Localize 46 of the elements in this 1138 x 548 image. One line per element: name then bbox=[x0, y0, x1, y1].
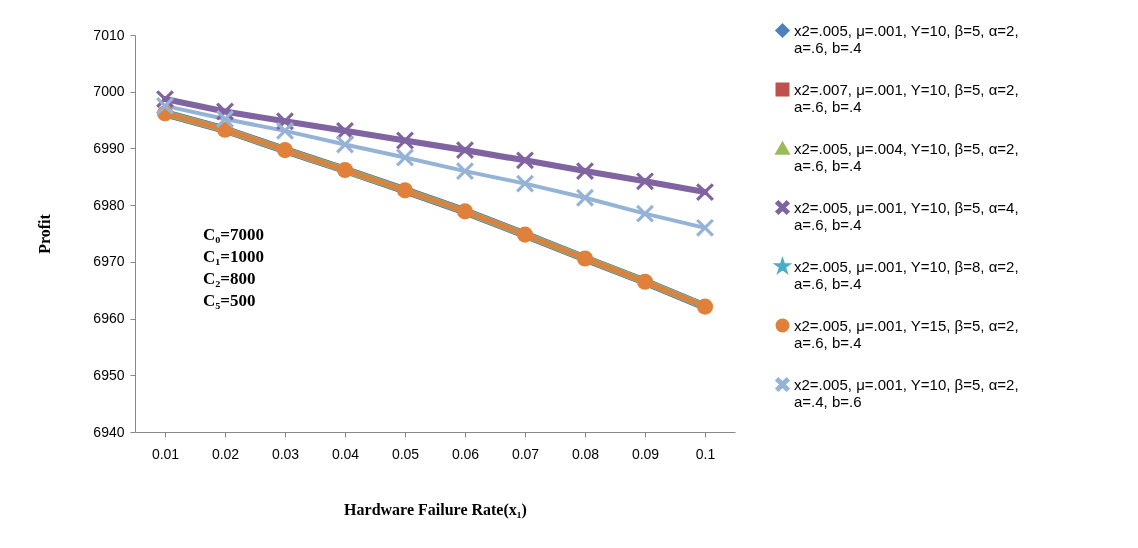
annotation: C₁=1000 bbox=[203, 247, 265, 266]
x-tick-label: 0.06 bbox=[451, 445, 480, 462]
y-tick-label: 6950 bbox=[93, 366, 125, 383]
y-tick-label: 6970 bbox=[93, 253, 125, 270]
legend-label: x2=.005, μ=.004, Υ=10, β=5, α=2, a=.6, b=.4 bbox=[794, 139, 1019, 174]
point bbox=[636, 204, 654, 223]
x-tick-label: 0.01 bbox=[151, 445, 180, 462]
legend-label: x2=.005, μ=.001, Υ=10, β=5, α=4, a=.6, b=.4 bbox=[794, 198, 1019, 233]
point bbox=[696, 183, 714, 202]
legend-label: x2=.007, μ=.001, Υ=10, β=5, α=2, a=.6, b=.4 bbox=[794, 80, 1019, 115]
point bbox=[336, 135, 354, 154]
annotation: C₀=7000 bbox=[203, 225, 265, 244]
point bbox=[276, 121, 294, 140]
point bbox=[516, 151, 534, 170]
point bbox=[516, 174, 534, 193]
point bbox=[216, 109, 234, 128]
legend-label: x2=.005, μ=.001, Υ=10, β=5, α=2, a=.4, b=.6 bbox=[794, 375, 1019, 410]
point bbox=[396, 148, 414, 167]
point bbox=[456, 162, 474, 181]
annotation: C₅=500 bbox=[203, 291, 256, 310]
y-tick-label: 6960 bbox=[93, 310, 125, 327]
annotation: C₂=800 bbox=[203, 269, 256, 288]
point bbox=[396, 131, 414, 150]
x-tick-label: 0.02 bbox=[211, 445, 240, 462]
legend-label: x2=.005, μ=.001, Υ=15, β=5, α=2, a=.6, b=.4 bbox=[794, 316, 1019, 351]
y-axis-title: Profit bbox=[36, 213, 54, 254]
x-tick-label: 0.09 bbox=[631, 445, 660, 462]
y-tick-label: 6980 bbox=[93, 196, 125, 213]
x-tick-label: 0.1 bbox=[695, 445, 716, 462]
legend-label: x2=.005, μ=.001, Υ=10, β=8, α=2, a=.6, b=.4 bbox=[794, 257, 1019, 292]
x-tick-label: 0.04 bbox=[331, 445, 360, 462]
x-tick-label: 0.05 bbox=[391, 445, 420, 462]
x-tick-label: 0.08 bbox=[571, 445, 600, 462]
x-tick-label: 0.07 bbox=[511, 445, 540, 462]
y-tick-label: 6990 bbox=[93, 139, 125, 156]
point bbox=[576, 188, 594, 207]
x-axis-title: Hardware Failure Rate(x₁) bbox=[344, 500, 527, 519]
point bbox=[156, 96, 174, 115]
point bbox=[576, 162, 594, 181]
legend-label: x2=.005, μ=.001, Υ=10, β=5, α=2, a=.6, b=.4 bbox=[794, 21, 1019, 56]
y-tick-label: 7010 bbox=[93, 26, 125, 43]
point bbox=[696, 218, 714, 237]
y-tick-label: 7000 bbox=[93, 83, 125, 100]
y-tick-label: 6940 bbox=[93, 423, 125, 440]
x-tick-label: 0.03 bbox=[271, 445, 300, 462]
point bbox=[456, 141, 474, 160]
